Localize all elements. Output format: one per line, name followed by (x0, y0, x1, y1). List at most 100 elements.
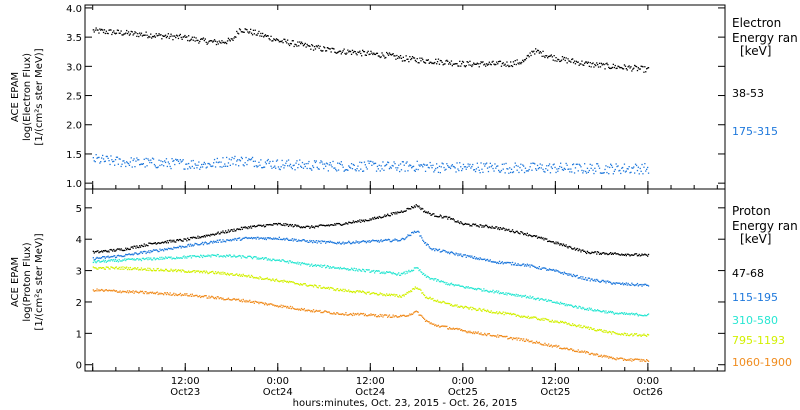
proton-data-point (188, 270, 190, 272)
electron-data-point (132, 34, 134, 36)
proton-data-point (639, 360, 641, 362)
electron-data-point (327, 170, 329, 172)
proton-data-point (608, 357, 610, 359)
electron-data-point (254, 160, 256, 162)
proton-data-point (462, 307, 465, 309)
proton-data-point (166, 292, 168, 294)
electron-data-point (231, 38, 233, 40)
electron-data-point (354, 169, 356, 171)
proton-data-point (255, 238, 257, 240)
proton-data-point (97, 268, 99, 270)
proton-data-point (301, 227, 304, 229)
proton-data-point (336, 288, 338, 290)
electron-data-point (169, 35, 171, 38)
proton-data-point (348, 269, 350, 271)
electron-data-point (329, 162, 331, 164)
proton-data-point (315, 309, 317, 312)
electron-data-point (170, 167, 172, 170)
proton-data-point (340, 289, 342, 291)
proton-data-point (188, 255, 191, 257)
proton-data-point (197, 296, 199, 298)
proton-data-point (478, 226, 480, 228)
proton-data-point (118, 291, 120, 293)
proton-data-point (412, 207, 415, 209)
proton-data-point (547, 269, 549, 271)
proton-data-point (277, 222, 280, 225)
electron-data-point (453, 63, 455, 65)
electron-data-point (261, 167, 263, 169)
proton-data-point (361, 240, 363, 243)
electron-data-point (375, 170, 378, 172)
proton-data-point (237, 298, 239, 301)
proton-data-point (126, 291, 128, 294)
proton-data-point (410, 270, 412, 273)
proton-data-point (327, 311, 329, 313)
proton-data-point (153, 242, 156, 244)
proton-data-point (184, 293, 186, 295)
electron-data-point (647, 166, 649, 169)
proton-data-point (472, 332, 474, 335)
proton-data-point (349, 290, 352, 292)
electron-data-point (647, 67, 650, 69)
proton-data-point (612, 282, 614, 284)
proton-data-point (266, 304, 268, 306)
electron-data-point (493, 170, 495, 172)
electron-data-point (344, 52, 346, 55)
proton-data-point (319, 224, 321, 226)
proton-data-point (120, 260, 122, 262)
proton-data-point (316, 286, 318, 288)
proton-data-point (99, 290, 101, 292)
proton-data-point (486, 334, 488, 337)
electron-data-point (550, 166, 552, 168)
proton-data-point (426, 212, 428, 214)
x-tick-time-label: 12:00 (171, 376, 200, 387)
proton-data-point (334, 242, 336, 244)
proton-data-point (161, 256, 163, 258)
electron-data-point (99, 162, 101, 164)
proton-data-point (499, 292, 502, 294)
proton-data-point (325, 224, 328, 226)
proton-data-point (574, 350, 577, 353)
proton-data-point (95, 251, 97, 253)
proton-data-point (618, 313, 620, 315)
electron-data-point (324, 47, 326, 49)
proton-data-point (587, 277, 589, 279)
electron-data-point (214, 166, 217, 168)
proton-data-point (166, 249, 168, 251)
proton-data-point (446, 325, 448, 327)
electron-data-point (630, 66, 632, 68)
electron-data-point (634, 64, 636, 67)
proton-data-point (438, 248, 441, 250)
electron-data-point (365, 54, 367, 56)
proton-data-point (531, 316, 533, 318)
proton-data-point (164, 292, 166, 294)
proton-plot-frame (84, 188, 726, 372)
electron-data-point (566, 164, 568, 166)
electron-data-point (411, 166, 414, 168)
proton-data-point (576, 247, 578, 250)
proton-data-point (366, 269, 368, 271)
proton-data-point (234, 255, 236, 257)
proton-data-point (502, 227, 504, 229)
proton-data-point (157, 242, 159, 244)
electron-data-point (169, 165, 171, 168)
proton-data-point (120, 255, 122, 257)
proton-data-point (613, 331, 615, 334)
electron-data-point (303, 44, 305, 46)
proton-data-point (275, 305, 278, 307)
proton-data-point (405, 210, 407, 212)
proton-data-point (313, 227, 316, 229)
proton-data-point (257, 257, 259, 259)
proton-data-point (130, 258, 132, 260)
proton-data-point (521, 231, 523, 233)
electron-data-point (322, 50, 324, 52)
proton-data-point (312, 242, 314, 244)
proton-data-point (163, 294, 165, 296)
proton-data-point (189, 293, 192, 296)
proton-data-point (253, 302, 255, 304)
electron-data-point (574, 63, 577, 65)
proton-data-point (408, 269, 410, 272)
proton-data-point (341, 313, 343, 315)
proton-data-point (167, 270, 169, 272)
proton-data-point (419, 207, 421, 209)
